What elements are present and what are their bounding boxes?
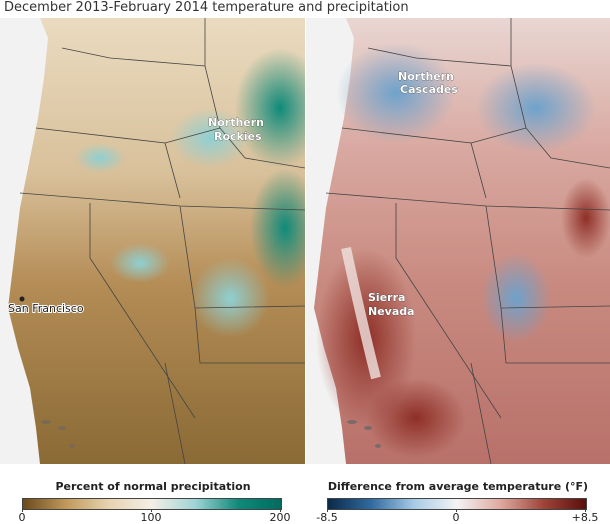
precipitation-color-bar (22, 498, 282, 510)
legend-tick (151, 509, 152, 512)
legend-tick (280, 509, 281, 512)
precipitation-map: Northern Rockies San Francisco (0, 18, 305, 464)
temperature-color-bar (327, 498, 587, 510)
page-title: December 2013-February 2014 temperature … (4, 0, 409, 15)
temperature-legend-title: Difference from average temperature (°F) (327, 480, 589, 493)
temperature-map: Northern Cascades Sierra Nevada (306, 18, 610, 464)
precipitation-legend: Percent of normal precipitation 0 100 20… (18, 472, 291, 524)
state-borders (19, 18, 305, 464)
legend-tick-label: 0 (452, 511, 460, 524)
map-label-nevada: Nevada (368, 305, 415, 318)
map-label-cascades: Cascades (400, 83, 458, 96)
legend-tick (585, 509, 586, 512)
temperature-legend: Difference from average temperature (°F)… (316, 472, 598, 524)
legend-tick-label: 100 (140, 511, 162, 524)
legend-tick-label: -8.5 (316, 511, 338, 524)
legend-tick (327, 509, 328, 512)
legend-tick-label: 0 (18, 511, 26, 524)
legend-tick-label: +8.5 (571, 511, 599, 524)
san-francisco-marker (19, 296, 25, 302)
city-label-san-francisco: San Francisco (8, 302, 84, 315)
map-label-northern: Northern (208, 116, 264, 129)
legend-tick (456, 509, 457, 512)
map-label-rockies: Rockies (214, 130, 262, 143)
state-borders (325, 18, 610, 464)
map-label-northern: Northern (398, 70, 454, 83)
legend-tick (22, 509, 23, 512)
map-label-sierra: Sierra (368, 291, 405, 304)
precipitation-legend-title: Percent of normal precipitation (55, 480, 251, 493)
legend-tick-label: 200 (269, 511, 291, 524)
